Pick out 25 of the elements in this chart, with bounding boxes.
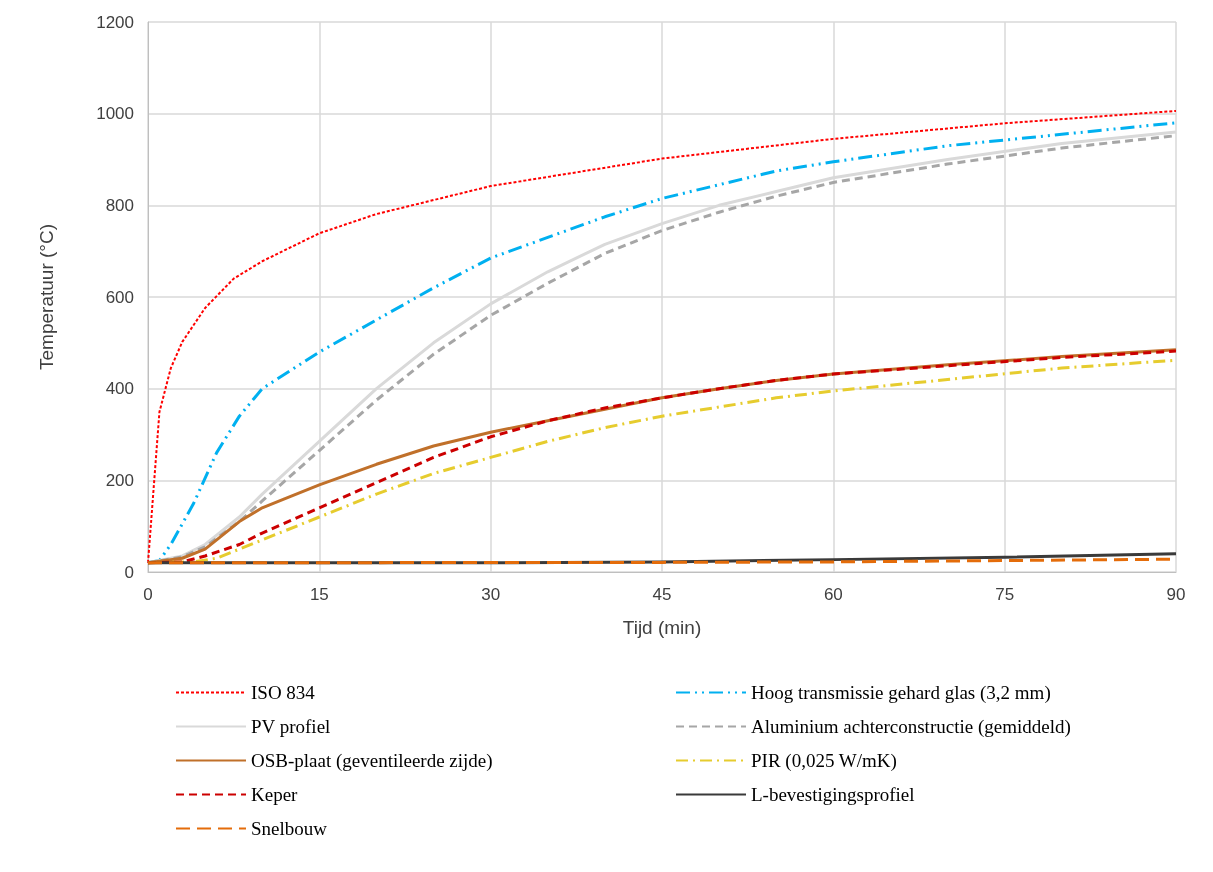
legend-label: Aluminium achterconstructie (gemiddeld) — [751, 716, 1071, 738]
x-tick-label: 15 — [309, 585, 329, 604]
x-tick-label: 30 — [481, 585, 501, 604]
y-tick-label: 200 — [105, 470, 134, 490]
legend-label: OSB-plaat (geventileerde zijde) — [251, 750, 493, 772]
legend-label: L-bevestigingsprofiel — [751, 784, 915, 805]
y-tick-label: 800 — [105, 195, 134, 215]
legend-label: Snelbouw — [251, 818, 328, 839]
y-axis-title: Temperatuur (°C) — [36, 224, 57, 370]
legend-label: ISO 834 — [251, 682, 316, 703]
legend-label: PIR (0,025 W/mK) — [751, 750, 897, 772]
legend-label: Hoog transmissie gehard glas (3,2 mm) — [751, 682, 1051, 704]
y-tick-label: 1000 — [96, 104, 134, 124]
x-tick-label: 60 — [823, 585, 843, 604]
x-tick-label: 0 — [143, 585, 153, 604]
x-tick-label: 45 — [652, 585, 672, 604]
x-tick-label: 75 — [995, 585, 1015, 604]
y-tick-label: 600 — [105, 287, 134, 307]
x-tick-label: 90 — [1166, 585, 1186, 604]
x-axis-title: Tijd (min) — [622, 617, 702, 638]
legend-label: Keper — [251, 784, 299, 805]
legend-label: PV profiel — [251, 716, 331, 737]
y-tick-label: 1200 — [96, 12, 134, 32]
y-tick-label: 400 — [105, 379, 134, 399]
y-tick-label: 0 — [124, 562, 134, 582]
